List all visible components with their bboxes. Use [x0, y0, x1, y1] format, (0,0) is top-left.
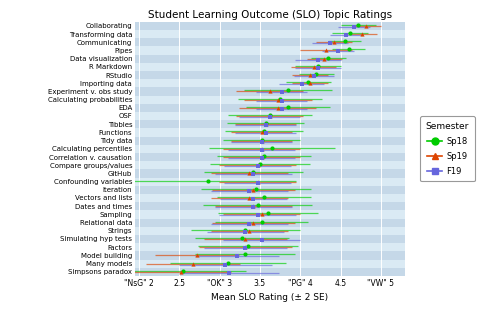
Bar — [135, 259, 405, 268]
Bar — [135, 120, 405, 128]
Bar — [135, 210, 405, 219]
Bar — [135, 22, 405, 30]
Bar — [135, 95, 405, 104]
Bar — [135, 112, 405, 120]
Bar — [135, 169, 405, 178]
Bar — [135, 30, 405, 38]
Bar — [135, 243, 405, 251]
Bar — [135, 178, 405, 186]
Bar — [135, 202, 405, 210]
Bar — [135, 227, 405, 235]
Bar — [135, 79, 405, 87]
Bar — [135, 186, 405, 194]
Bar — [135, 71, 405, 79]
Bar — [135, 194, 405, 202]
Bar — [135, 235, 405, 243]
Bar — [135, 38, 405, 46]
Bar — [135, 136, 405, 145]
X-axis label: Mean SLO Rating (± 2 SE): Mean SLO Rating (± 2 SE) — [212, 293, 328, 302]
Bar — [135, 153, 405, 161]
Bar — [135, 251, 405, 259]
Bar — [135, 161, 405, 169]
Bar — [135, 268, 405, 276]
Bar — [135, 219, 405, 227]
Title: Student Learning Outcome (SLO) Topic Ratings: Student Learning Outcome (SLO) Topic Rat… — [148, 10, 392, 20]
Bar — [135, 63, 405, 71]
Legend: Sp18, Sp19, F19: Sp18, Sp19, F19 — [420, 116, 475, 181]
Bar — [135, 55, 405, 63]
Bar — [135, 46, 405, 55]
Bar — [135, 145, 405, 153]
Bar — [135, 87, 405, 95]
Bar — [135, 128, 405, 136]
Bar — [135, 104, 405, 112]
